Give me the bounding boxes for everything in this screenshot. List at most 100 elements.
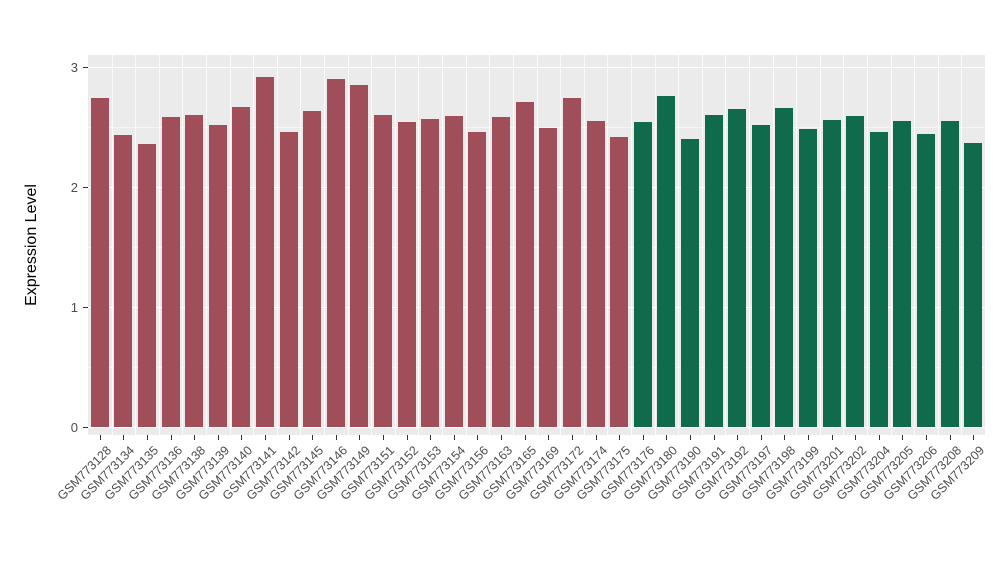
gridline-vertical bbox=[442, 55, 443, 435]
bar-GSM773128 bbox=[91, 98, 109, 427]
bar-GSM773201 bbox=[823, 120, 841, 427]
gridline-vertical bbox=[300, 55, 301, 435]
gridline-vertical bbox=[961, 55, 962, 435]
gridline-vertical bbox=[348, 55, 349, 435]
bar-GSM773205 bbox=[893, 121, 911, 427]
gridline-vertical bbox=[159, 55, 160, 435]
bar-GSM773199 bbox=[799, 129, 817, 427]
x-axis-tick bbox=[123, 435, 124, 440]
bar-GSM773172 bbox=[563, 98, 581, 427]
bar-GSM773142 bbox=[280, 132, 298, 427]
x-axis-tick bbox=[548, 435, 549, 440]
x-axis-tick bbox=[950, 435, 951, 440]
gridline-vertical bbox=[135, 55, 136, 435]
x-axis-tick bbox=[596, 435, 597, 440]
gridline-vertical bbox=[725, 55, 726, 435]
bar-GSM773145 bbox=[303, 111, 321, 427]
gridline-major bbox=[88, 187, 985, 188]
bar-GSM773204 bbox=[870, 132, 888, 427]
gridline-vertical bbox=[938, 55, 939, 435]
bar-GSM773192 bbox=[728, 109, 746, 427]
gridline-vertical bbox=[796, 55, 797, 435]
gridline-vertical bbox=[371, 55, 372, 435]
x-axis-tick bbox=[218, 435, 219, 440]
bar-GSM773209 bbox=[964, 143, 982, 427]
x-axis-tick bbox=[336, 435, 337, 440]
x-axis-tick bbox=[265, 435, 266, 440]
gridline-vertical bbox=[513, 55, 514, 435]
bar-GSM773134 bbox=[114, 135, 132, 427]
bar-GSM773141 bbox=[256, 77, 274, 427]
y-axis-tick-label: 1 bbox=[70, 300, 78, 315]
x-axis-tick bbox=[359, 435, 360, 440]
x-axis-tick bbox=[171, 435, 172, 440]
x-axis-tick bbox=[147, 435, 148, 440]
gridline-minor bbox=[88, 367, 985, 368]
gridline-vertical bbox=[182, 55, 183, 435]
x-axis-tick bbox=[784, 435, 785, 440]
bar-GSM773151 bbox=[374, 115, 392, 427]
gridline-vertical bbox=[867, 55, 868, 435]
gridline-vertical bbox=[820, 55, 821, 435]
bar-GSM773136 bbox=[162, 117, 180, 427]
x-axis-tick bbox=[619, 435, 620, 440]
gridline-vertical bbox=[489, 55, 490, 435]
gridline-minor bbox=[88, 127, 985, 128]
bar-GSM773208 bbox=[941, 121, 959, 427]
gridline-major bbox=[88, 427, 985, 428]
y-axis-title: Expression Level bbox=[23, 184, 40, 306]
gridline-vertical bbox=[253, 55, 254, 435]
x-axis-tick bbox=[855, 435, 856, 440]
y-axis-tick bbox=[83, 307, 88, 308]
gridline-major bbox=[88, 67, 985, 68]
bar-GSM773198 bbox=[775, 108, 793, 427]
x-axis-tick bbox=[383, 435, 384, 440]
x-axis-tick bbox=[194, 435, 195, 440]
x-axis-tick bbox=[407, 435, 408, 440]
x-axis-tick bbox=[832, 435, 833, 440]
gridline-vertical bbox=[584, 55, 585, 435]
bar-GSM773139 bbox=[209, 125, 227, 427]
x-axis-tick bbox=[926, 435, 927, 440]
gridline-vertical bbox=[230, 55, 231, 435]
gridline-vertical bbox=[914, 55, 915, 435]
bar-GSM773156 bbox=[468, 132, 486, 427]
gridline-major bbox=[88, 307, 985, 308]
x-axis-tick bbox=[643, 435, 644, 440]
bar-GSM773180 bbox=[657, 96, 675, 427]
bar-GSM773135 bbox=[138, 144, 156, 427]
x-axis-tick bbox=[525, 435, 526, 440]
bar-GSM773153 bbox=[421, 119, 439, 427]
bar-GSM773191 bbox=[705, 115, 723, 427]
bar-GSM773146 bbox=[327, 79, 345, 427]
gridline-vertical bbox=[112, 55, 113, 435]
bar-GSM773165 bbox=[516, 102, 534, 427]
bar-GSM773197 bbox=[752, 125, 770, 427]
gridline-vertical bbox=[607, 55, 608, 435]
x-axis-tick bbox=[666, 435, 667, 440]
y-axis-tick-label: 3 bbox=[70, 60, 78, 75]
x-axis-tick bbox=[477, 435, 478, 440]
y-axis-tick bbox=[83, 187, 88, 188]
gridline-vertical bbox=[537, 55, 538, 435]
x-axis-tick bbox=[761, 435, 762, 440]
x-axis-tick bbox=[690, 435, 691, 440]
x-axis-tick bbox=[572, 435, 573, 440]
bar-GSM773163 bbox=[492, 117, 510, 427]
gridline-vertical bbox=[655, 55, 656, 435]
gridline-vertical bbox=[466, 55, 467, 435]
x-axis-tick bbox=[312, 435, 313, 440]
gridline-vertical bbox=[843, 55, 844, 435]
bar-GSM773176 bbox=[634, 122, 652, 427]
gridline-vertical bbox=[560, 55, 561, 435]
x-axis-tick bbox=[454, 435, 455, 440]
gridline-vertical bbox=[749, 55, 750, 435]
x-axis-tick bbox=[501, 435, 502, 440]
bar-GSM773154 bbox=[445, 116, 463, 427]
gridline-vertical bbox=[395, 55, 396, 435]
bar-GSM773140 bbox=[232, 107, 250, 427]
x-axis-tick bbox=[902, 435, 903, 440]
gridline-vertical bbox=[678, 55, 679, 435]
gridline-vertical bbox=[631, 55, 632, 435]
x-axis-tick bbox=[973, 435, 974, 440]
